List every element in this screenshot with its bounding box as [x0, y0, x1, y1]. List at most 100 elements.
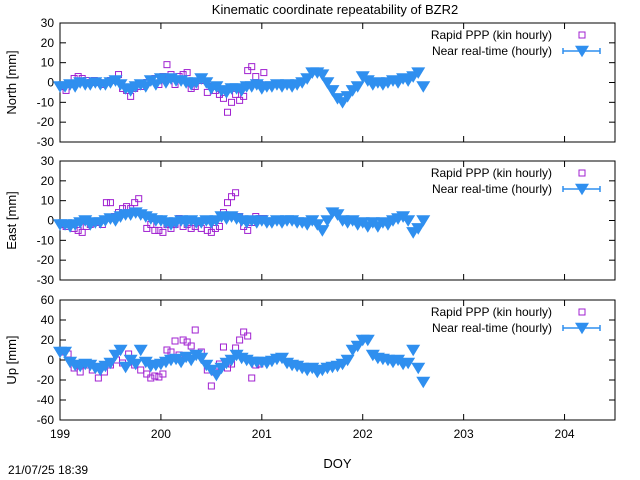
chart-title: Kinematic coordinate repeatability of BZ… — [212, 2, 458, 17]
y-tick-label: 30 — [41, 154, 55, 168]
rapid-ppp-point — [240, 328, 248, 336]
rapid-ppp-point — [155, 226, 163, 234]
near-real-time-point — [411, 67, 426, 79]
rapid-ppp-point — [106, 199, 114, 207]
y-tick-label: -10 — [37, 95, 55, 109]
near-real-time-point — [325, 85, 340, 97]
x-tick-label: 201 — [252, 427, 272, 441]
x-tick-label: 202 — [353, 427, 373, 441]
rapid-ppp-point — [143, 370, 151, 378]
y-tick-label: 40 — [41, 313, 55, 327]
x-tick-label: 204 — [555, 427, 575, 441]
rapid-ppp-point — [78, 228, 86, 236]
legend-triangle-icon — [575, 183, 589, 196]
rapid-ppp-point — [102, 199, 110, 207]
panel-1: 30 20 10 0 -10 -20 -30 North [mm] Rapid PPP (kin… — [4, 16, 616, 149]
legend-label: Rapid PPP (kin hourly) — [431, 305, 552, 319]
y-tick-label: 0 — [47, 214, 54, 228]
series-near-real-time — [53, 207, 431, 239]
rapid-ppp-point — [191, 326, 199, 334]
legend-square-icon — [578, 169, 586, 177]
rapid-ppp-point — [179, 336, 187, 344]
near-real-time-point — [133, 344, 148, 357]
near-real-time-point — [320, 215, 335, 227]
rapid-ppp-point — [224, 108, 232, 116]
legend-square-icon — [578, 308, 586, 316]
y-tick-label: -60 — [37, 413, 55, 427]
rapid-ppp-point — [94, 374, 102, 382]
y-axis-label: North [mm] — [4, 50, 19, 114]
rapid-ppp-point — [244, 332, 252, 340]
rapid-ppp-point — [183, 69, 191, 77]
near-real-time-point — [416, 215, 431, 227]
x-tick-label: 203 — [454, 427, 474, 441]
rapid-ppp-point — [248, 374, 256, 382]
near-real-time-point — [320, 77, 335, 89]
y-tick-label: 30 — [41, 16, 55, 30]
rapid-ppp-point — [219, 343, 227, 351]
rapid-ppp-point — [183, 338, 191, 346]
rapid-ppp-point — [232, 189, 240, 197]
y-tick-label: -20 — [37, 115, 55, 129]
near-real-time-point — [315, 225, 330, 237]
rapid-ppp-point — [224, 199, 232, 207]
near-real-time-point — [315, 69, 330, 81]
rapid-ppp-point — [123, 203, 131, 211]
y-axis-label: Up [mm] — [4, 335, 19, 384]
x-axis-label: DOY — [323, 456, 352, 471]
near-real-time-point — [310, 219, 325, 231]
rapid-ppp-point — [248, 63, 256, 71]
near-real-time-point — [58, 346, 73, 359]
rapid-ppp-point — [143, 224, 151, 232]
legend-label: Near real-time (hourly) — [432, 321, 552, 335]
near-real-time-point — [103, 357, 118, 370]
rapid-ppp-point — [147, 374, 155, 382]
rapid-ppp-point — [137, 366, 145, 374]
legend-label: Rapid PPP (kin hourly) — [431, 166, 552, 180]
rapid-ppp-point — [159, 228, 167, 236]
rapid-ppp-point — [171, 337, 179, 345]
near-real-time-point — [330, 209, 345, 221]
rapid-ppp-point — [236, 96, 244, 104]
near-real-time-point — [350, 81, 365, 93]
y-tick-label: -20 — [37, 253, 55, 267]
legend-triangle-icon — [575, 45, 589, 58]
near-real-time-point — [340, 354, 355, 367]
rapid-ppp-point — [159, 370, 167, 378]
rapid-ppp-point — [260, 69, 268, 77]
near-real-time-point — [406, 344, 421, 357]
y-tick-label: 20 — [41, 333, 55, 347]
footer-timestamp: 21/07/25 18:39 — [8, 463, 88, 477]
rapid-ppp-point — [135, 195, 143, 203]
y-tick-label: 0 — [47, 76, 54, 90]
panel-2: 30 20 10 0 -10 -20 -30 East [mm] Rapid PPP (kin … — [4, 154, 616, 287]
near-real-time-point — [113, 344, 128, 357]
y-tick-label: 0 — [47, 353, 54, 367]
series-near-real-time — [53, 67, 431, 109]
near-real-time-point — [401, 215, 416, 227]
legend-square-icon — [578, 31, 586, 39]
rapid-ppp-point — [163, 61, 171, 69]
y-tick-label: 20 — [41, 36, 55, 50]
rapid-ppp-point — [207, 382, 215, 390]
rapid-ppp-point — [163, 346, 171, 354]
rapid-ppp-point — [236, 336, 244, 344]
rapid-ppp-point — [228, 98, 236, 106]
y-tick-label: 10 — [41, 194, 55, 208]
rapid-ppp-point — [228, 193, 236, 201]
rapid-ppp-point — [244, 67, 252, 75]
near-real-time-point — [360, 334, 375, 347]
rapid-ppp-point — [252, 73, 260, 81]
y-tick-label: -30 — [37, 135, 55, 149]
near-real-time-point — [199, 77, 214, 89]
legend-label: Near real-time (hourly) — [432, 182, 552, 196]
near-real-time-point — [416, 81, 431, 93]
y-axis-label: East [mm] — [4, 191, 19, 250]
rapid-ppp-point — [151, 372, 159, 380]
near-real-time-point — [411, 223, 426, 235]
legend-label: Rapid PPP (kin hourly) — [431, 28, 552, 42]
near-real-time-point — [401, 357, 416, 370]
